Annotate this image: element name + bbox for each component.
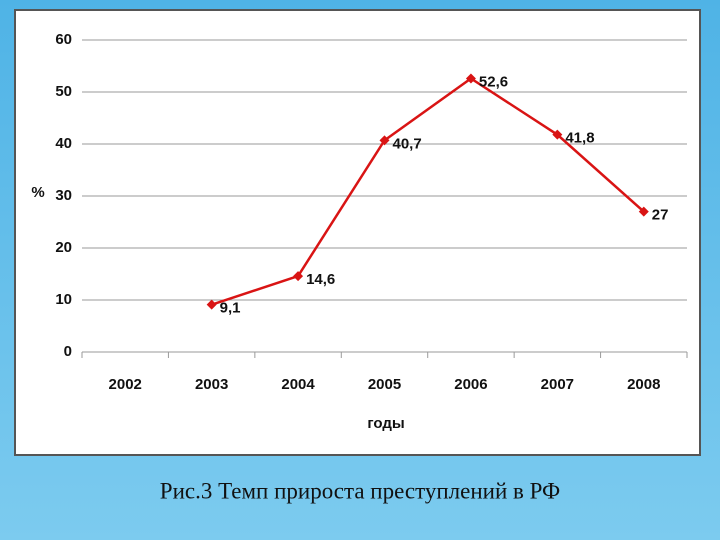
y-tick-label: 20 [55, 239, 72, 256]
data-label: 14,6 [306, 271, 335, 288]
x-tick-label: 2004 [281, 376, 315, 393]
y-tick-label: 0 [64, 343, 72, 360]
y-tick-label: 60 [55, 31, 72, 48]
x-axis-label: годы [367, 415, 404, 432]
data-point [638, 206, 649, 217]
x-tick-label: 2007 [541, 376, 574, 393]
x-tick-label: 2006 [454, 376, 487, 393]
data-point [465, 73, 476, 84]
data-label: 41,8 [565, 130, 594, 147]
y-tick-label: 30 [55, 187, 72, 204]
x-tick-label: 2002 [109, 376, 142, 393]
x-tick-label: 2005 [368, 376, 401, 393]
data-label: 40,7 [393, 135, 422, 152]
y-tick-label: 40 [55, 135, 72, 152]
data-point [206, 299, 217, 310]
y-axis-label: % [31, 184, 44, 201]
caption: Рис.3 Темп прироста преступлений в РФ [160, 478, 560, 503]
data-point [379, 135, 390, 146]
y-tick-label: 10 [55, 291, 72, 308]
data-point [552, 129, 563, 140]
x-tick-label: 2008 [627, 376, 660, 393]
y-tick-label: 50 [55, 83, 72, 100]
data-label: 52,6 [479, 73, 508, 90]
data-line [211, 76, 645, 306]
data-point [293, 271, 304, 282]
data-label: 9,1 [220, 300, 241, 317]
data-label: 27 [652, 207, 669, 224]
x-tick-label: 2003 [195, 376, 228, 393]
chart-panel [14, 9, 701, 456]
